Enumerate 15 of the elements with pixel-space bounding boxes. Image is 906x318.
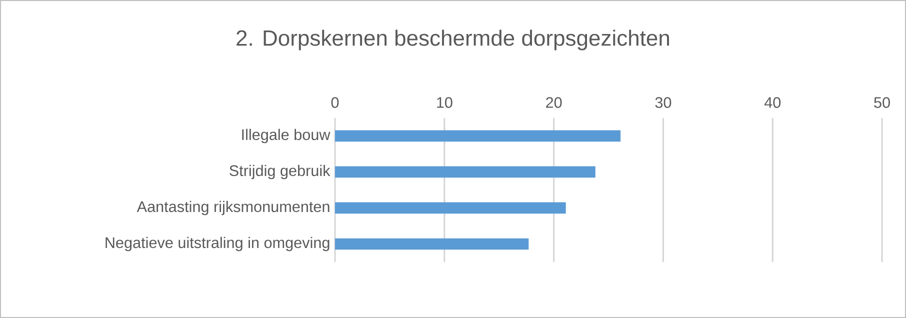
y-tick-label: Aantasting rijksmonumenten xyxy=(136,200,330,216)
y-tick-label: Strijdig gebruik xyxy=(230,164,330,180)
bar xyxy=(334,202,566,214)
x-tick-label: 50 xyxy=(874,97,890,108)
bar xyxy=(334,130,621,142)
bar xyxy=(334,238,529,250)
x-tick-label: 10 xyxy=(437,97,452,108)
y-tick-label: Illegale bouw xyxy=(242,128,330,144)
bar xyxy=(334,166,596,178)
x-tick-label: 30 xyxy=(655,97,672,108)
x-tick-label: 40 xyxy=(764,97,781,108)
x-tick-label: 0 xyxy=(331,97,339,108)
x-tick-label: 20 xyxy=(546,97,562,108)
y-tick-label: Negatieve uitstraling in omgeving xyxy=(106,236,330,252)
chart-title: 2. Dorpskernen beschermde dorpsgezichten xyxy=(236,30,669,50)
